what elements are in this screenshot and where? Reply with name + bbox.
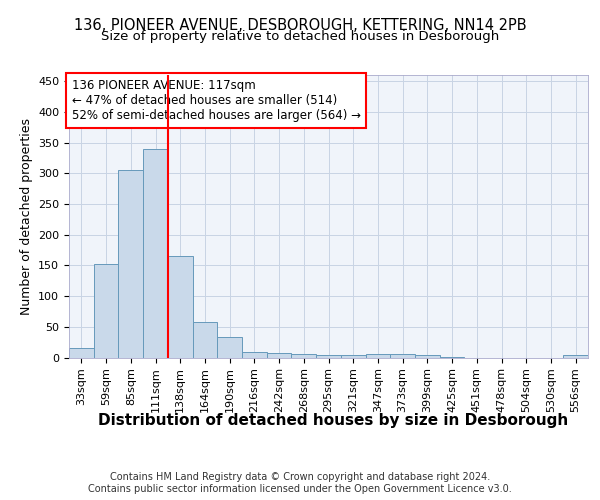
- Text: Distribution of detached houses by size in Desborough: Distribution of detached houses by size …: [98, 412, 568, 428]
- Text: Contains public sector information licensed under the Open Government Licence v3: Contains public sector information licen…: [88, 484, 512, 494]
- Bar: [143, 148, 168, 358]
- Bar: [316, 355, 341, 358]
- Text: 136, PIONEER AVENUE, DESBOROUGH, KETTERING, NN14 2PB: 136, PIONEER AVENUE, DESBOROUGH, KETTERI…: [74, 18, 526, 32]
- Bar: [217, 337, 242, 357]
- Bar: [193, 322, 217, 358]
- Bar: [118, 170, 143, 358]
- Bar: [341, 355, 365, 358]
- Bar: [365, 354, 390, 358]
- Bar: [267, 353, 292, 358]
- Bar: [563, 355, 588, 358]
- Bar: [69, 348, 94, 358]
- Bar: [94, 264, 118, 358]
- Bar: [292, 354, 316, 358]
- Text: Size of property relative to detached houses in Desborough: Size of property relative to detached ho…: [101, 30, 499, 43]
- Bar: [390, 354, 415, 358]
- Text: 136 PIONEER AVENUE: 117sqm
← 47% of detached houses are smaller (514)
52% of sem: 136 PIONEER AVENUE: 117sqm ← 47% of deta…: [71, 79, 361, 122]
- Bar: [242, 352, 267, 358]
- Bar: [168, 256, 193, 358]
- Text: Contains HM Land Registry data © Crown copyright and database right 2024.: Contains HM Land Registry data © Crown c…: [110, 472, 490, 482]
- Y-axis label: Number of detached properties: Number of detached properties: [20, 118, 32, 315]
- Bar: [440, 357, 464, 358]
- Bar: [415, 355, 440, 358]
